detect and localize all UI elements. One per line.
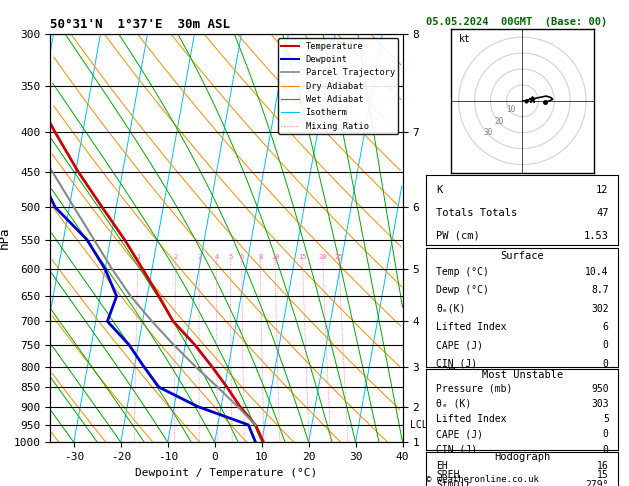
Text: 5: 5 xyxy=(228,255,232,260)
Text: CIN (J): CIN (J) xyxy=(436,359,477,369)
Text: 5: 5 xyxy=(603,414,609,424)
Text: 47: 47 xyxy=(596,208,609,218)
Text: LCL: LCL xyxy=(409,420,427,430)
Text: K: K xyxy=(436,186,442,195)
Text: 25: 25 xyxy=(335,255,343,260)
Y-axis label: km
ASL: km ASL xyxy=(434,238,454,260)
Text: θₑ (K): θₑ (K) xyxy=(436,399,471,409)
Text: SREH: SREH xyxy=(436,470,460,480)
Text: 0: 0 xyxy=(603,429,609,439)
Text: Hodograph: Hodograph xyxy=(494,451,550,462)
Text: 15: 15 xyxy=(597,470,609,480)
Text: 10: 10 xyxy=(270,255,279,260)
Text: Lifted Index: Lifted Index xyxy=(436,322,506,332)
Text: Dewp (°C): Dewp (°C) xyxy=(436,285,489,295)
Text: 1.53: 1.53 xyxy=(584,230,609,241)
Text: 50°31'N  1°37'E  30m ASL: 50°31'N 1°37'E 30m ASL xyxy=(50,18,230,32)
Text: 6: 6 xyxy=(603,322,609,332)
Text: 1: 1 xyxy=(136,255,140,260)
Text: © weatheronline.co.uk: © weatheronline.co.uk xyxy=(426,474,539,484)
X-axis label: Dewpoint / Temperature (°C): Dewpoint / Temperature (°C) xyxy=(135,468,318,478)
Y-axis label: hPa: hPa xyxy=(0,227,11,249)
Text: CAPE (J): CAPE (J) xyxy=(436,341,483,350)
Text: Temp (°C): Temp (°C) xyxy=(436,267,489,277)
Text: 8.7: 8.7 xyxy=(591,285,609,295)
Legend: Temperature, Dewpoint, Parcel Trajectory, Dry Adiabat, Wet Adiabat, Isotherm, Mi: Temperature, Dewpoint, Parcel Trajectory… xyxy=(278,38,398,134)
Text: EH: EH xyxy=(436,461,448,470)
Text: 950: 950 xyxy=(591,383,609,394)
Text: 10.4: 10.4 xyxy=(585,267,609,277)
Text: 2: 2 xyxy=(174,255,178,260)
Text: PW (cm): PW (cm) xyxy=(436,230,480,241)
Text: 0: 0 xyxy=(603,341,609,350)
Text: 16: 16 xyxy=(597,461,609,470)
Text: 3: 3 xyxy=(197,255,201,260)
Text: CAPE (J): CAPE (J) xyxy=(436,429,483,439)
Text: 8: 8 xyxy=(258,255,262,260)
Text: StmDir: StmDir xyxy=(436,480,471,486)
Text: 302: 302 xyxy=(591,304,609,313)
Text: kt: kt xyxy=(459,34,470,44)
Text: Most Unstable: Most Unstable xyxy=(482,370,563,380)
Text: 10: 10 xyxy=(506,105,516,114)
Text: Pressure (mb): Pressure (mb) xyxy=(436,383,513,394)
Text: 30: 30 xyxy=(483,128,493,137)
Text: 20: 20 xyxy=(319,255,327,260)
Text: 279°: 279° xyxy=(585,480,609,486)
Text: 05.05.2024  00GMT  (Base: 00): 05.05.2024 00GMT (Base: 00) xyxy=(426,17,608,27)
Text: Surface: Surface xyxy=(501,251,544,261)
Text: 6: 6 xyxy=(240,255,244,260)
Text: 4: 4 xyxy=(214,255,219,260)
Text: θₑ(K): θₑ(K) xyxy=(436,304,465,313)
Text: 0: 0 xyxy=(603,359,609,369)
Text: 12: 12 xyxy=(596,186,609,195)
Text: CIN (J): CIN (J) xyxy=(436,445,477,454)
Text: Totals Totals: Totals Totals xyxy=(436,208,517,218)
Text: Mixing Ratio (g/kg): Mixing Ratio (g/kg) xyxy=(448,264,459,376)
Text: 20: 20 xyxy=(495,117,504,126)
Text: 15: 15 xyxy=(298,255,307,260)
Text: 0: 0 xyxy=(603,445,609,454)
Text: 303: 303 xyxy=(591,399,609,409)
Text: Lifted Index: Lifted Index xyxy=(436,414,506,424)
